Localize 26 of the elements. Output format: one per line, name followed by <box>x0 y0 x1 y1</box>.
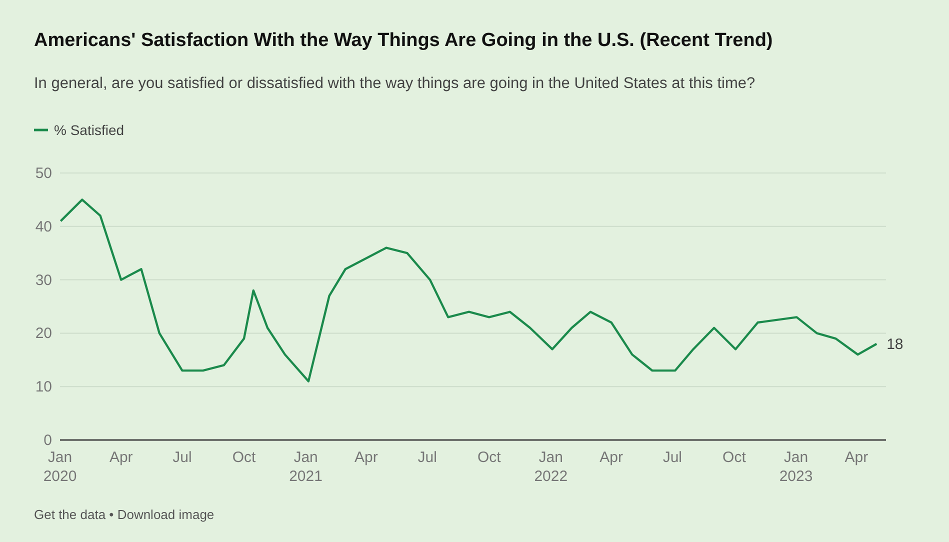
x-tick-label: Apr <box>109 449 133 466</box>
y-tick-label: 50 <box>35 165 52 182</box>
y-tick-label: 30 <box>35 272 52 289</box>
x-tick-label: Jul <box>172 449 192 466</box>
y-tick-label: 10 <box>35 378 52 396</box>
x-tick-label: Jul <box>418 449 437 466</box>
y-tick-label: 0 <box>44 432 52 449</box>
x-tick-label: Jul <box>662 449 682 466</box>
x-tick-label: Oct <box>722 449 747 466</box>
y-tick-label: 20 <box>35 325 52 342</box>
y-tick-label: 40 <box>35 218 52 236</box>
chart-title: Americans' Satisfaction With the Way Things Are Going in the U.S. (Recent Trend) <box>34 30 773 51</box>
chart-subtitle: In general, are you satisfied or dissatisfied with the way things are going in the United States at this time? <box>34 75 756 92</box>
x-tick-label: Apr <box>600 449 624 466</box>
x-tick-label: Apr <box>844 449 868 466</box>
x-tick-label: Oct <box>232 449 256 466</box>
line-series <box>60 198 878 382</box>
x-tick-label: Jan 2021 <box>289 449 322 485</box>
data-label: 18 <box>886 336 904 353</box>
x-tick-label: Apr <box>354 449 378 466</box>
text: Get the data • Download image <box>34 507 214 522</box>
x-tick-label: Jan 2020 <box>43 449 77 485</box>
x-tick-label: Jan 2023 <box>779 449 813 485</box>
x-tick-label: Oct <box>477 449 502 466</box>
x-tick-label: Jan 2022 <box>534 449 568 485</box>
legend-label: % Satisfied <box>54 122 124 138</box>
